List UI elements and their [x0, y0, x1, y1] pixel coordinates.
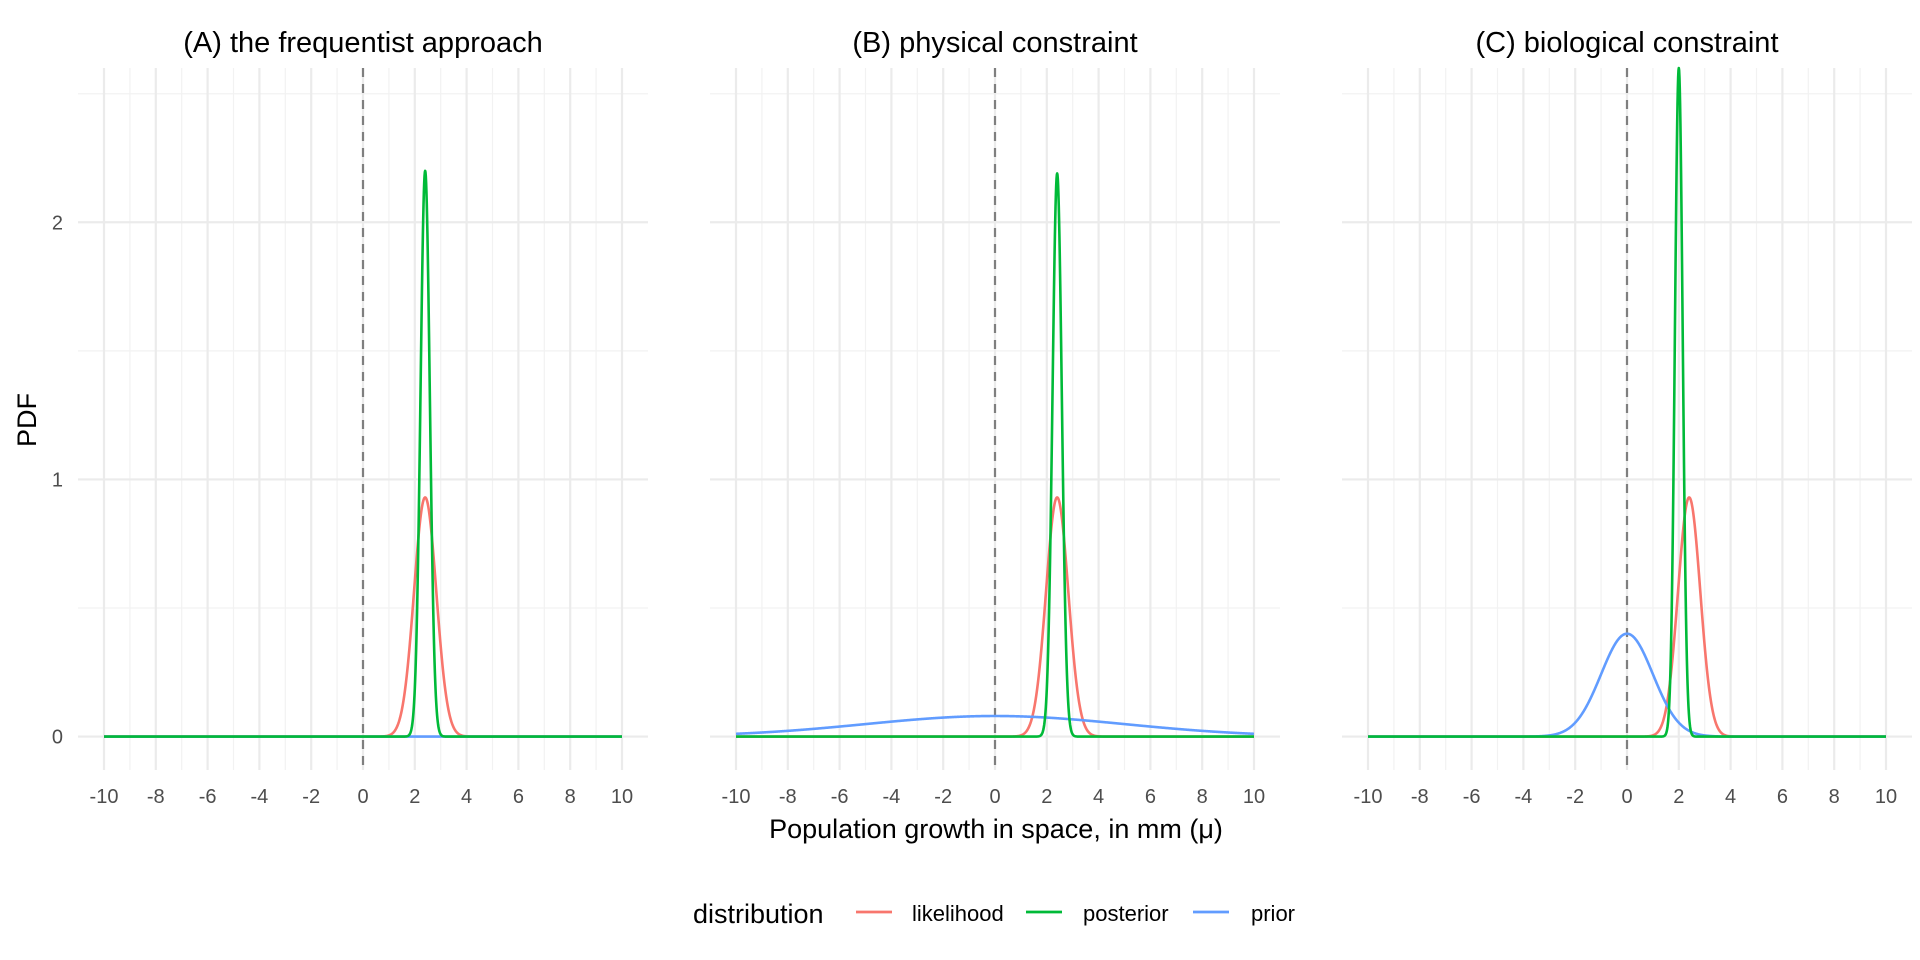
x-tick-label: -4 [251, 786, 269, 808]
series-posterior-line [735, 172, 1255, 738]
x-tick-label: 10 [1875, 786, 1897, 808]
x-tick-label: -2 [1566, 786, 1584, 808]
x-tick-label: -2 [302, 786, 320, 808]
y-axis-label: PDF [12, 393, 42, 447]
x-tick-label: -6 [1463, 786, 1481, 808]
legend-label-prior: prior [1251, 901, 1295, 926]
panel-title: (B) physical constraint [852, 27, 1137, 59]
series-posterior-line [1367, 66, 1887, 738]
panel-title: (A) the frequentist approach [183, 27, 542, 59]
y-tick-label: 1 [52, 469, 63, 491]
x-tick-label: -10 [90, 786, 119, 808]
y-tick-label: 0 [52, 727, 63, 749]
x-tick-label: -4 [883, 786, 901, 808]
x-tick-label: -10 [1354, 786, 1383, 808]
x-tick-label: 4 [461, 786, 472, 808]
series-posterior-line [103, 169, 623, 738]
x-tick-label: 10 [1243, 786, 1265, 808]
x-tick-label: 4 [1725, 786, 1736, 808]
x-tick-label: 2 [1041, 786, 1052, 808]
legend-label-likelihood: likelihood [912, 901, 1004, 926]
series-prior-line [735, 714, 1255, 736]
x-tick-label: 4 [1093, 786, 1104, 808]
legend: distribution likelihood posterior prior [693, 899, 1295, 929]
x-tick-label: 6 [1145, 786, 1156, 808]
x-tick-label: -6 [831, 786, 849, 808]
legend-title: distribution [693, 899, 824, 929]
x-tick-label: 0 [989, 786, 1000, 808]
y-tick-label: 2 [52, 212, 63, 234]
x-tick-label: 2 [409, 786, 420, 808]
panel-1: (A) the frequentist approach -10 -8 -6 -4 -2 0… [52, 27, 648, 808]
x-tick-label: 2 [1673, 786, 1684, 808]
panel-2: (B) physical constraint -10 -8 -6 -4 -2 0 2 4 6 8 1… [710, 27, 1280, 808]
x-tick-label: -4 [1515, 786, 1533, 808]
x-tick-label: -8 [1411, 786, 1429, 808]
x-tick-label: 6 [513, 786, 524, 808]
x-tick-label: 0 [1621, 786, 1632, 808]
x-tick-label: -6 [199, 786, 217, 808]
legend-label-posterior: posterior [1083, 901, 1169, 926]
x-tick-label: 6 [1777, 786, 1788, 808]
panel-title: (C) biological constraint [1475, 27, 1778, 59]
x-tick-label: -10 [722, 786, 751, 808]
x-tick-label: 8 [565, 786, 576, 808]
x-tick-label: -2 [934, 786, 952, 808]
x-tick-label: 0 [357, 786, 368, 808]
x-tick-label: 10 [611, 786, 633, 808]
x-tick-label: 8 [1829, 786, 1840, 808]
x-tick-label: 8 [1197, 786, 1208, 808]
x-axis-label: Population growth in space, in mm (μ) [769, 814, 1223, 844]
panel-3: (C) biological constraint -10 -8 -6 -4 -2 0 2 4 6… [1342, 27, 1912, 808]
x-tick-label: -8 [147, 786, 165, 808]
x-tick-label: -8 [779, 786, 797, 808]
chart-panels: (A) the frequentist approach -10 -8 -6 -4 -2 0… [52, 27, 1912, 808]
